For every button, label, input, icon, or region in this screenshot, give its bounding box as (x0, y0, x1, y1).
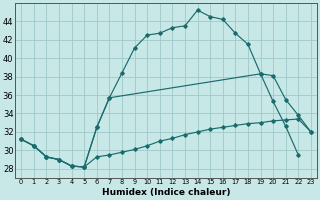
X-axis label: Humidex (Indice chaleur): Humidex (Indice chaleur) (102, 188, 230, 197)
